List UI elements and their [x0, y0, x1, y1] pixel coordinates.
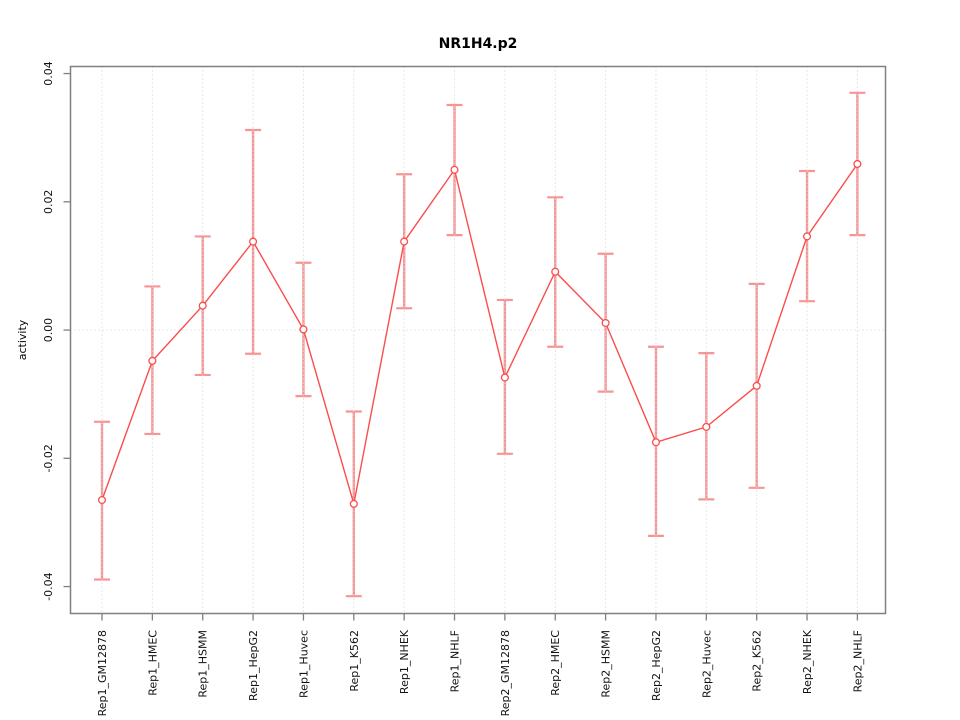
x-tick-label: Rep1_Huvec — [297, 630, 310, 698]
x-tick-label: Rep2_HSMM — [600, 630, 613, 698]
x-tick-label: Rep2_HepG2 — [650, 630, 663, 701]
y-tick-label: -0.02 — [42, 444, 55, 472]
data-point-marker — [651, 438, 661, 447]
chart-title: NR1H4.p2 — [438, 36, 518, 52]
data-point-marker — [249, 237, 258, 246]
x-tick-label: Rep1_HepG2 — [247, 630, 260, 701]
x-tick-label: Rep2_HMEC — [549, 630, 562, 696]
x-tick-label: Rep1_HMEC — [146, 630, 159, 696]
x-tick-label: Rep2_Huvec — [700, 630, 713, 698]
x-tick-label: Rep1_NHEK — [398, 629, 411, 694]
series-line — [101, 163, 858, 505]
x-tick-label: Rep1_GM12878 — [96, 630, 109, 716]
data-point-marker — [500, 373, 509, 382]
data-point-marker — [752, 381, 761, 390]
y-tick-label: 0.04 — [42, 61, 55, 86]
x-tick-label: Rep1_HSMM — [197, 630, 210, 698]
x-tick-label: Rep2_K562 — [751, 630, 764, 692]
x-tick-label: Rep2_NHEK — [801, 629, 814, 694]
data-point-marker — [148, 356, 157, 365]
x-tick-label: Rep2_NHLF — [851, 630, 864, 692]
x-tick-label: Rep1_K562 — [348, 630, 361, 692]
data-point-marker — [601, 318, 610, 328]
data-point-marker — [551, 267, 560, 276]
data-point-marker — [97, 495, 107, 505]
y-tick-label: 0.00 — [42, 318, 55, 343]
y-tick-label: 0.02 — [42, 190, 55, 215]
data-point-marker — [853, 159, 862, 169]
data-point-marker — [349, 499, 358, 508]
data-point-marker — [802, 232, 812, 241]
x-tick-label: Rep1_NHLF — [449, 630, 462, 692]
data-point-marker — [400, 237, 409, 246]
plot-border — [69, 65, 887, 615]
data-point-marker — [450, 165, 459, 174]
data-point-marker — [702, 422, 711, 431]
data-point-marker — [198, 301, 207, 310]
y-axis-label: activity — [16, 319, 29, 361]
data-point-marker — [299, 325, 308, 334]
y-tick-label: -0.04 — [42, 572, 55, 600]
x-tick-label: Rep2_GM12878 — [499, 630, 512, 716]
